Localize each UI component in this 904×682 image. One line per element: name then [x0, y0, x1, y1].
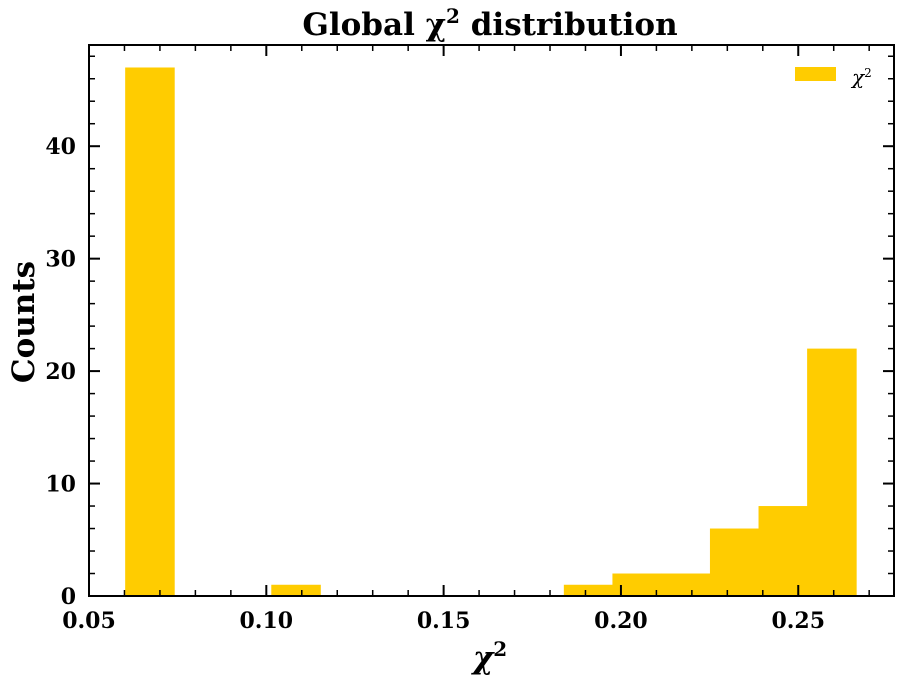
x-tick-label: 0.25 [771, 608, 825, 634]
plot-frame [88, 44, 895, 597]
x-tick-label: 0.05 [62, 608, 116, 634]
histogram-bar [125, 67, 175, 597]
x-axis-label: χ2 [471, 637, 507, 676]
x-tick-label: 0.20 [594, 608, 648, 634]
histogram-bar [563, 584, 614, 596]
x-tick-label: 0.10 [240, 608, 294, 634]
y-tick-label: 10 [45, 472, 76, 498]
histogram-bar [661, 573, 711, 596]
y-tick-label: 40 [45, 134, 76, 160]
chart-title: Global χ2 distribution [302, 4, 677, 43]
legend-label: χ2 [850, 65, 872, 89]
y-tick-label: 30 [45, 247, 76, 273]
histogram-bar [709, 528, 760, 596]
tick-labels-group: 0.05 0.10 0.15 0.20 0.25 0 10 20 30 40 [45, 134, 825, 634]
y-tick-label: 20 [45, 359, 76, 385]
legend: χ2 [795, 65, 872, 89]
histogram-bar [612, 573, 662, 596]
y-tick-label: 0 [61, 584, 76, 610]
histogram-bar [807, 348, 857, 596]
y-axis-label: Counts [6, 261, 42, 383]
bars-group [125, 67, 857, 597]
legend-swatch [795, 67, 836, 81]
histogram-bar [271, 584, 321, 596]
x-tick-label: 0.15 [417, 608, 471, 634]
histogram-bar [758, 506, 808, 596]
